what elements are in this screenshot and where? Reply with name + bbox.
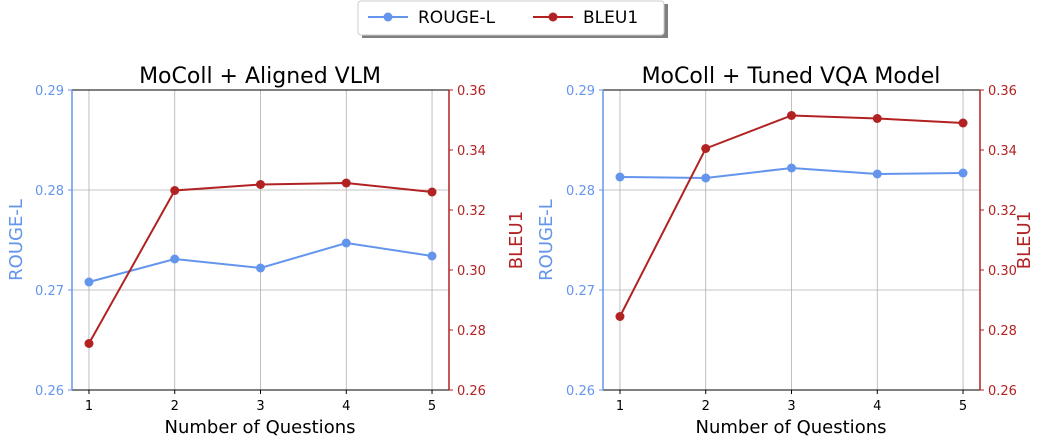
chart-panel-aligned-vlm: MoColl + Aligned VLM Number of Questions…: [6, 64, 527, 438]
y-left-tick-label: 0.26: [35, 384, 64, 399]
legend-bleu-label: BLEU1: [583, 8, 638, 28]
data-point-bleu1: [701, 144, 711, 153]
legend-bleu-marker: [548, 12, 558, 22]
data-point-bleu1: [615, 312, 625, 321]
data-point-rouge-l: [84, 277, 94, 287]
y-right-tick-label: 0.32: [457, 204, 486, 219]
x-axis-label: Number of Questions: [696, 417, 887, 438]
data-point-bleu1: [84, 339, 94, 348]
y-axis-label-left: ROUGE-L: [6, 199, 27, 281]
legend-rouge-marker: [383, 12, 393, 22]
y-right-tick-label: 0.30: [988, 264, 1017, 279]
y-right-tick-label: 0.30: [457, 264, 486, 279]
y-left-tick-label: 0.29: [566, 84, 595, 99]
data-point-bleu1: [170, 186, 180, 195]
x-tick-label: 5: [959, 399, 967, 414]
data-point-bleu1: [958, 118, 968, 128]
data-point-bleu1: [872, 114, 882, 123]
x-tick-label: 4: [342, 399, 350, 414]
y-left-tick-label: 0.29: [35, 84, 64, 99]
legend-rouge-label: ROUGE-L: [418, 8, 496, 28]
y-right-tick-label: 0.26: [457, 384, 486, 399]
y-axis-label-left: ROUGE-L: [536, 199, 557, 281]
x-tick-label: 5: [428, 399, 436, 414]
y-right-tick-label: 0.36: [457, 84, 486, 99]
x-tick-label: 2: [171, 399, 179, 414]
x-tick-label: 2: [702, 399, 710, 414]
y-left-tick-label: 0.27: [566, 284, 595, 299]
data-point-bleu1: [341, 178, 351, 188]
y-left-tick-label: 0.28: [35, 184, 64, 199]
data-point-rouge-l: [787, 163, 796, 173]
data-point-rouge-l: [427, 251, 437, 261]
x-axis-label: Number of Questions: [165, 417, 356, 438]
data-point-rouge-l: [170, 254, 180, 264]
y-left-tick-label: 0.27: [35, 284, 64, 299]
y-left-tick-label: 0.26: [566, 384, 595, 399]
data-point-bleu1: [256, 180, 265, 189]
data-point-rouge-l: [615, 172, 625, 182]
chart-panel-tuned-vqa: MoColl + Tuned VQA Model Number of Quest…: [536, 64, 1035, 438]
data-point-rouge-l: [958, 168, 968, 178]
data-point-rouge-l: [701, 173, 711, 183]
chart-title: MoColl + Aligned VLM: [139, 64, 381, 89]
y-left-tick-label: 0.28: [566, 184, 595, 199]
y-right-tick-label: 0.28: [988, 324, 1017, 339]
data-point-rouge-l: [872, 169, 882, 179]
y-right-tick-label: 0.36: [988, 84, 1017, 99]
y-right-tick-label: 0.26: [988, 384, 1017, 399]
chart-title: MoColl + Tuned VQA Model: [642, 64, 941, 89]
x-tick-label: 4: [873, 399, 881, 414]
y-right-tick-label: 0.32: [988, 204, 1017, 219]
data-point-bleu1: [787, 111, 796, 120]
x-tick-label: 1: [85, 399, 93, 414]
x-tick-label: 1: [616, 399, 624, 414]
data-point-rouge-l: [256, 263, 265, 273]
y-right-tick-label: 0.28: [457, 324, 486, 339]
y-axis-label-right: BLEU1: [506, 211, 527, 269]
y-right-tick-label: 0.34: [457, 144, 486, 159]
y-right-tick-label: 0.34: [988, 144, 1017, 159]
data-point-rouge-l: [341, 238, 351, 248]
legend-box: [357, 0, 665, 36]
legend: ROUGE-L BLEU1: [357, 0, 668, 38]
y-axis-label-right: BLEU1: [1014, 211, 1035, 269]
x-tick-label: 3: [256, 399, 264, 414]
data-point-bleu1: [427, 187, 437, 197]
x-tick-label: 3: [787, 399, 795, 414]
